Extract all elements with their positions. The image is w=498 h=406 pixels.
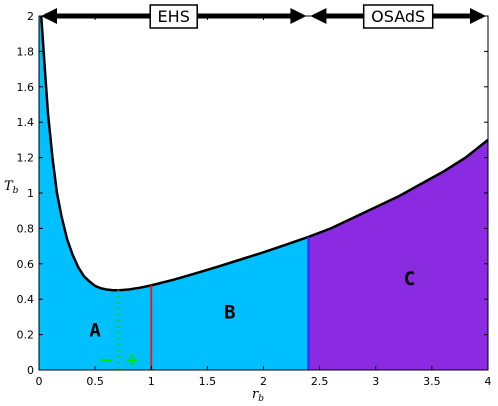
region-label-a: A — [89, 319, 101, 341]
banner-box-ehs — [149, 4, 198, 29]
banner-arrowhead-right-2 — [470, 8, 486, 24]
x-tick-label: 2 — [260, 375, 267, 388]
banner-arrowhead-left-2 — [310, 8, 327, 24]
x-tick-label: 4 — [485, 375, 492, 388]
y-tick-label: 0.2 — [17, 329, 35, 342]
banner-label-ehs: EHS — [158, 7, 190, 26]
x-tick-label: 1 — [148, 375, 155, 388]
x-tick-label: 3.5 — [423, 375, 441, 388]
y-tick-label: 0.8 — [17, 222, 35, 235]
x-tick-label: 2.5 — [311, 375, 329, 388]
banner-arrowhead-right-1 — [290, 8, 307, 24]
region-b-fill — [151, 236, 309, 370]
y-tick-label: 0.4 — [17, 293, 35, 306]
banner-box-osads — [362, 4, 434, 29]
region-a-fill — [39, 16, 152, 370]
y-axis-label: Tb — [4, 179, 19, 196]
y-tick-label: 1.2 — [17, 152, 35, 165]
y-tick-label: 1.4 — [17, 116, 35, 129]
x-tick-label: 0 — [36, 375, 43, 388]
x-tick-label: 1.5 — [199, 375, 217, 388]
banner-label-osads: OSAdS — [371, 7, 425, 26]
x-tick-label: 0.5 — [86, 375, 104, 388]
region-label-b: B — [224, 302, 235, 324]
x-axis-label: rb — [252, 387, 264, 404]
y-tick-label: 1 — [27, 187, 34, 200]
y-tick-label: 1.6 — [17, 81, 35, 94]
region-label-c: C — [404, 268, 415, 290]
y-tick-label: 1.8 — [17, 45, 35, 58]
y-tick-label: 2 — [27, 10, 34, 23]
minus-sign: − — [99, 349, 114, 370]
region-c-fill — [308, 139, 488, 370]
banner-arrowhead-left-1 — [41, 8, 57, 24]
y-tick-label: 0 — [27, 364, 34, 377]
plus-sign: + — [125, 349, 140, 370]
x-tick-label: 3 — [372, 375, 379, 388]
y-tick-label: 0.6 — [17, 258, 35, 271]
boundary-curve — [39, 15, 489, 292]
